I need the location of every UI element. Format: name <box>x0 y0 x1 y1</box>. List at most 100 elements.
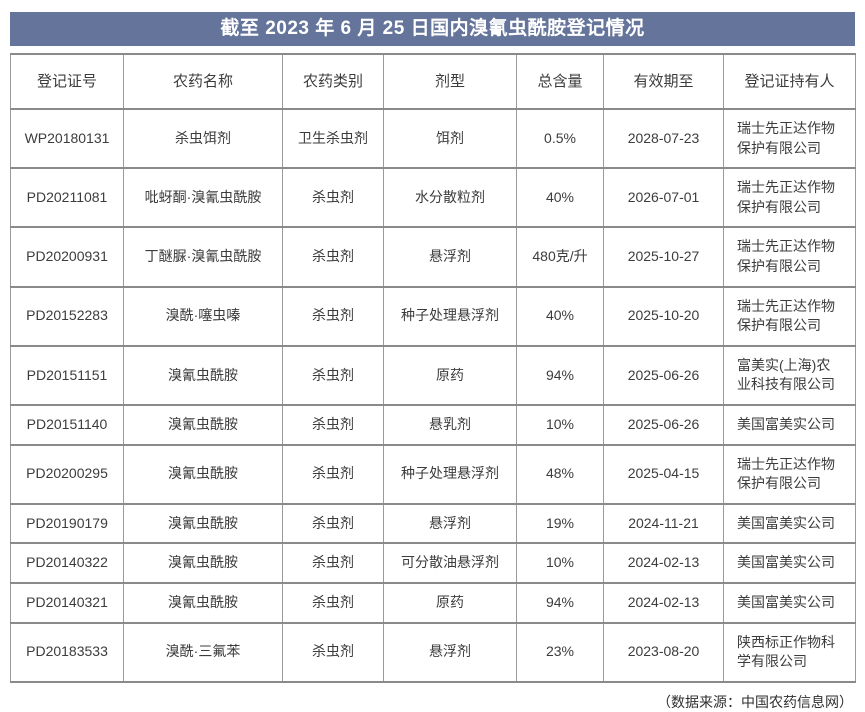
table-cell: 溴氰虫酰胺 <box>123 502 283 545</box>
table-row: PD20140321 溴氰虫酰胺 杀虫剂 原药 94% 2024-02-13 美国富美实公司 <box>10 581 856 624</box>
data-source-note: （数据来源：中国农药信息网） <box>657 695 853 711</box>
table-cell: 瑞士先正达作物保护有限公司 <box>723 107 856 170</box>
header-row: 登记证号 农药名称 农药类别 剂型 总含量 有效期至 登记证持有人 <box>10 53 856 110</box>
table-cell: 溴氰虫酰胺 <box>123 542 283 584</box>
header-formulation: 剂型 <box>383 53 517 110</box>
table-title-bar: 截至 2023 年 6 月 25 日国内溴氰虫酰胺登记情况 <box>10 12 855 46</box>
table-cell: 瑞士先正达作物保护有限公司 <box>723 443 856 505</box>
table-cell: 瑞士先正达作物保护有限公司 <box>723 226 856 288</box>
table-cell: 94% <box>516 581 604 624</box>
table-cell: 悬浮剂 <box>383 226 517 288</box>
header-pesticide-name: 农药名称 <box>123 53 283 110</box>
table-cell: 悬浮剂 <box>383 502 517 545</box>
table-cell: 美国富美实公司 <box>723 581 856 624</box>
table-row: PD20152283 溴酰·噻虫嗪 杀虫剂 种子处理悬浮剂 40% 2025-10-20 瑞… <box>10 285 856 347</box>
table-cell: 2028-07-23 <box>603 107 724 170</box>
table-cell: 杀虫剂 <box>282 344 384 406</box>
table-cell: 杀虫剂 <box>282 285 384 347</box>
table-cell: PD20140322 <box>10 542 124 584</box>
table-cell: 悬乳剂 <box>383 403 517 446</box>
table-cell: PD20211081 <box>10 167 124 229</box>
table-cell: 10% <box>516 403 604 446</box>
table-row: PD20200295 溴氰虫酰胺 杀虫剂 种子处理悬浮剂 48% 2025-04-15 瑞士… <box>10 443 856 505</box>
table-cell: PD20151151 <box>10 344 124 406</box>
table-cell: 吡蚜酮·溴氰虫酰胺 <box>123 167 283 229</box>
table-cell: 杀虫剂 <box>282 443 384 505</box>
table-cell: 10% <box>516 542 604 584</box>
table-cell: 杀虫剂 <box>282 621 384 683</box>
table-cell: 2024-11-21 <box>603 502 724 545</box>
table-cell: 杀虫剂 <box>282 581 384 624</box>
table-row: PD20211081 吡蚜酮·溴氰虫酰胺 杀虫剂 水分散粒剂 40% 2026-07-01… <box>10 167 856 229</box>
table-cell: 溴酰·三氟苯 <box>123 621 283 683</box>
table-cell: 卫生杀虫剂 <box>282 107 384 170</box>
registration-table: 登记证号 农药名称 农药类别 剂型 总含量 有效期至 登记证持有人 WP2018… <box>10 53 856 683</box>
table-cell: 丁醚脲·溴氰虫酰胺 <box>123 226 283 288</box>
table-cell: 美国富美实公司 <box>723 403 856 446</box>
header-certificate-holder: 登记证持有人 <box>723 53 856 110</box>
table-cell: 2026-07-01 <box>603 167 724 229</box>
table-cell: PD20152283 <box>10 285 124 347</box>
table-cell: 23% <box>516 621 604 683</box>
table-cell: 溴氰虫酰胺 <box>123 344 283 406</box>
table-cell: PD20200295 <box>10 443 124 505</box>
table-row: PD20151140 溴氰虫酰胺 杀虫剂 悬乳剂 10% 2025-06-26 美国富美实公… <box>10 403 856 446</box>
table-cell: 原药 <box>383 344 517 406</box>
table-cell: 2024-02-13 <box>603 542 724 584</box>
table-cell: 杀虫饵剂 <box>123 107 283 170</box>
table-cell: 480克/升 <box>516 226 604 288</box>
table-cell: 杀虫剂 <box>282 226 384 288</box>
table-cell: 40% <box>516 167 604 229</box>
table-row: PD20151151 溴氰虫酰胺 杀虫剂 原药 94% 2025-06-26 富美实(上海)… <box>10 344 856 406</box>
table-cell: 杀虫剂 <box>282 502 384 545</box>
table-cell: 2025-10-27 <box>603 226 724 288</box>
table-cell: PD20151140 <box>10 403 124 446</box>
table-cell: 瑞士先正达作物保护有限公司 <box>723 285 856 347</box>
table-cell: 水分散粒剂 <box>383 167 517 229</box>
table-cell: 美国富美实公司 <box>723 502 856 545</box>
table-cell: 溴氰虫酰胺 <box>123 581 283 624</box>
table-cell: WP20180131 <box>10 107 124 170</box>
table-cell: 19% <box>516 502 604 545</box>
table-cell: 2025-10-20 <box>603 285 724 347</box>
table-cell: 0.5% <box>516 107 604 170</box>
table-cell: 杀虫剂 <box>282 542 384 584</box>
table-cell: 陕西标正作物科学有限公司 <box>723 621 856 683</box>
table-cell: PD20183533 <box>10 621 124 683</box>
table-cell: 种子处理悬浮剂 <box>383 285 517 347</box>
table-row: PD20200931 丁醚脲·溴氰虫酰胺 杀虫剂 悬浮剂 480克/升 2025-10-2… <box>10 226 856 288</box>
table-cell: 40% <box>516 285 604 347</box>
table-cell: 2025-06-26 <box>603 344 724 406</box>
table-row: PD20140322 溴氰虫酰胺 杀虫剂 可分散油悬浮剂 10% 2024-02-13 美国… <box>10 542 856 584</box>
table-cell: 富美实(上海)农业科技有限公司 <box>723 344 856 406</box>
table-cell: PD20190179 <box>10 502 124 545</box>
table-cell: 种子处理悬浮剂 <box>383 443 517 505</box>
header-pesticide-category: 农药类别 <box>282 53 384 110</box>
table-cell: 94% <box>516 344 604 406</box>
table-row: PD20190179 溴氰虫酰胺 杀虫剂 悬浮剂 19% 2024-11-21 美国富美实公… <box>10 502 856 545</box>
table-cell: 可分散油悬浮剂 <box>383 542 517 584</box>
table-cell: 2025-04-15 <box>603 443 724 505</box>
table-cell: 2025-06-26 <box>603 403 724 446</box>
table-cell: 原药 <box>383 581 517 624</box>
table-cell: 溴氰虫酰胺 <box>123 443 283 505</box>
table-cell: PD20140321 <box>10 581 124 624</box>
table-row: WP20180131 杀虫饵剂 卫生杀虫剂 饵剂 0.5% 2028-07-23 瑞士先正达… <box>10 107 856 170</box>
table-cell: 溴氰虫酰胺 <box>123 403 283 446</box>
table-cell: 杀虫剂 <box>282 167 384 229</box>
header-valid-until: 有效期至 <box>603 53 724 110</box>
table-cell: 瑞士先正达作物保护有限公司 <box>723 167 856 229</box>
table-cell: 悬浮剂 <box>383 621 517 683</box>
table-cell: PD20200931 <box>10 226 124 288</box>
table-cell: 2023-08-20 <box>603 621 724 683</box>
table-cell: 饵剂 <box>383 107 517 170</box>
table-cell: 美国富美实公司 <box>723 542 856 584</box>
table-body: WP20180131 杀虫饵剂 卫生杀虫剂 饵剂 0.5% 2028-07-23 瑞士先正达… <box>10 107 856 683</box>
table-cell: 2024-02-13 <box>603 581 724 624</box>
table-cell: 溴酰·噻虫嗪 <box>123 285 283 347</box>
header-registration-no: 登记证号 <box>10 53 124 110</box>
table-row: PD20183533 溴酰·三氟苯 杀虫剂 悬浮剂 23% 2023-08-20 陕西标正作… <box>10 621 856 683</box>
table-cell: 杀虫剂 <box>282 403 384 446</box>
table-cell: 48% <box>516 443 604 505</box>
